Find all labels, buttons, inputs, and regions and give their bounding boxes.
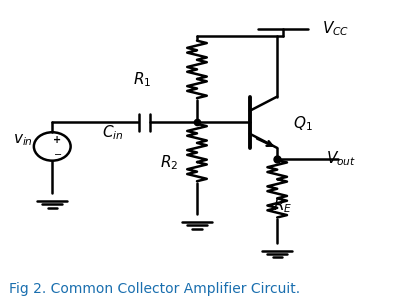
Text: $V_{CC}$: $V_{CC}$: [322, 19, 349, 38]
Text: $v_{in}$: $v_{in}$: [13, 133, 33, 148]
Text: +: +: [53, 135, 61, 145]
Text: $R_1$: $R_1$: [133, 71, 151, 89]
Text: $R_E$: $R_E$: [273, 196, 293, 215]
Text: $Q_1$: $Q_1$: [293, 114, 312, 133]
Text: Fig 2. Common Collector Amplifier Circuit.: Fig 2. Common Collector Amplifier Circui…: [9, 282, 300, 296]
Text: $C_{in}$: $C_{in}$: [102, 124, 124, 142]
Text: $V_{out}$: $V_{out}$: [326, 149, 356, 168]
Text: $R_2$: $R_2$: [160, 153, 179, 171]
Text: $-$: $-$: [53, 149, 62, 158]
